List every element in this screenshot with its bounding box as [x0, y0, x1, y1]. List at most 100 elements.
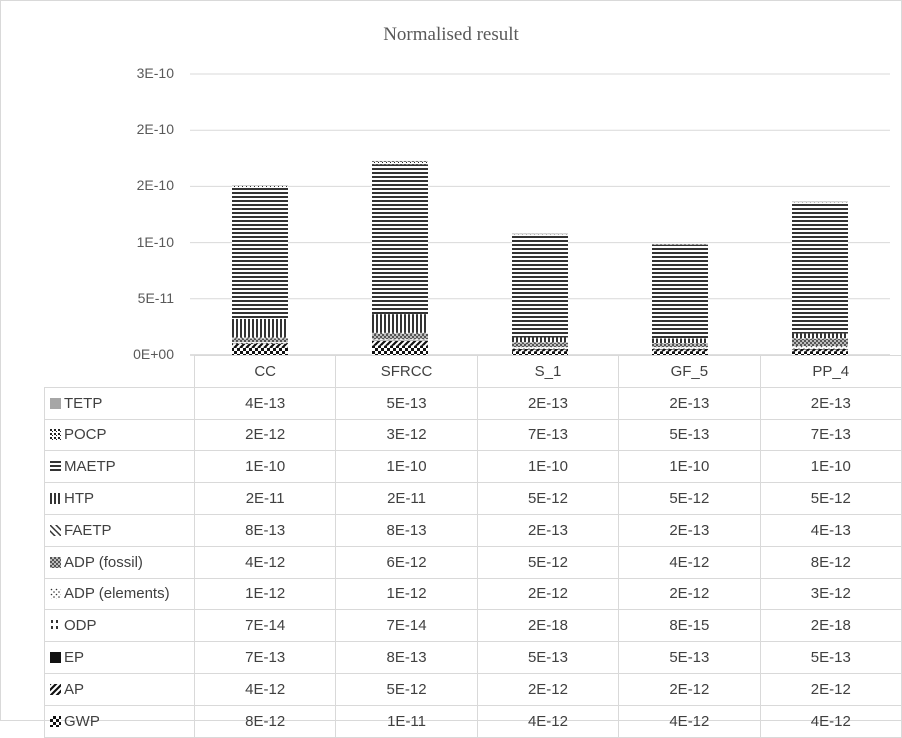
bar-segment-s-1-faetp	[512, 342, 568, 343]
y-tick-label: 3E-10	[136, 65, 174, 81]
light-grey-square-icon	[50, 397, 61, 409]
data-label: 7E-13	[759, 418, 902, 452]
data-label: 4E-12	[618, 545, 761, 579]
table-row: EP 7E-13 8E-13 5E-13 5E-13 5E-13	[44, 641, 902, 674]
bar-segment-pp-4-htp	[792, 333, 848, 339]
data-label: 4E-13	[759, 513, 902, 547]
bar-segment-pp-4-tetp	[792, 201, 848, 203]
legend-label: GWP	[64, 712, 100, 730]
bar-segment-sfrcc-pocp	[372, 161, 428, 165]
bar-segment-gf-5-adp-elements	[652, 347, 708, 349]
data-label: 8E-15	[618, 609, 761, 643]
y-tick-label: 1E-10	[136, 233, 174, 250]
bar-segment-sfrcc-adp-fossil	[372, 333, 428, 340]
black-white-check-icon	[50, 715, 61, 727]
data-label: 8E-13	[335, 513, 478, 547]
bar-segment-s-1-gwp	[512, 351, 568, 355]
data-label: 2E-12	[193, 418, 337, 452]
data-label: 5E-12	[476, 545, 620, 579]
bar-segment-sfrcc-adp-elements	[372, 339, 428, 341]
bar-segment-gf-5-ep	[652, 348, 708, 350]
bar-segment-cc-pocp	[232, 185, 288, 188]
data-label: 4E-12	[618, 704, 761, 738]
data-label: 2E-13	[618, 386, 761, 420]
data-label: 4E-12	[476, 704, 620, 738]
horizontal-lines-icon	[50, 461, 61, 473]
data-table: CC SFRCC S_1 GF_5 PP_4 TETP 4E-13 5E-13 2E-13 2E-…	[44, 355, 902, 738]
data-label: 2E-12	[476, 577, 620, 611]
table-row: POCP 2E-12 3E-12 7E-13 5E-13 7E-13	[44, 418, 902, 452]
bar-segment-s-1-ep	[512, 348, 568, 350]
data-label: 8E-13	[193, 513, 337, 547]
data-label: 5E-12	[476, 482, 620, 515]
data-label: 2E-12	[618, 577, 761, 611]
data-label: 5E-12	[618, 482, 761, 515]
bar-segment-pp-4-adp-elements	[792, 346, 848, 349]
bar-segment-cc-odp	[232, 343, 288, 344]
bar-segment-gf-5-adp-fossil	[652, 343, 708, 348]
data-label: 1E-10	[618, 450, 761, 484]
table-row: ADP (elements) 1E-12 1E-12 2E-12 2E-12 3E-12	[44, 577, 902, 611]
legend-label: EP	[64, 649, 85, 667]
dotted-grid-icon	[50, 429, 61, 441]
table-row: AP 4E-12 5E-12 2E-12 2E-12 2E-12	[44, 672, 902, 706]
bar-segment-pp-4-maetp	[792, 202, 848, 334]
bar-segment-sfrcc-gwp	[372, 345, 428, 355]
bar-segment-gf-5-gwp	[652, 351, 708, 355]
data-label: 4E-12	[193, 545, 337, 579]
data-label: 7E-14	[193, 609, 337, 643]
legend-label: POCP	[64, 426, 107, 444]
category-label: PP_4	[759, 355, 902, 388]
table-corner	[44, 355, 195, 388]
bar-segment-pp-4-adp-fossil	[792, 338, 848, 347]
bar-segment-pp-4-gwp	[792, 351, 848, 355]
y-tick-label: 2E-10	[136, 121, 174, 138]
data-label: 3E-12	[759, 577, 902, 611]
category-label: S_1	[476, 355, 620, 388]
y-tick-label: 5E-11	[137, 289, 174, 306]
legend-label: FAETP	[64, 521, 112, 539]
bar-segment-cc-maetp	[232, 187, 288, 319]
bar-segment-sfrcc-odp	[372, 340, 428, 341]
data-label: 2E-13	[476, 513, 620, 547]
bar-segment-s-1-tetp	[512, 233, 568, 235]
data-label: 5E-13	[618, 418, 761, 452]
table-row: GWP 8E-12 1E-11 4E-12 4E-12 4E-12	[44, 704, 902, 738]
data-label: 2E-18	[476, 609, 620, 643]
dotted-pattern-icon	[50, 588, 61, 600]
data-label: 2E-13	[476, 386, 620, 420]
legend-label: HTP	[64, 490, 94, 508]
data-label: 2E-18	[759, 609, 902, 643]
table-row: MAETP 1E-10 1E-10 1E-10 1E-10 1E-10	[44, 450, 902, 484]
data-label: 2E-12	[476, 672, 620, 706]
data-label: 2E-11	[335, 482, 478, 515]
data-label: 5E-13	[759, 641, 902, 674]
data-label: 2E-12	[618, 672, 761, 706]
category-label: GF_5	[618, 355, 761, 388]
legend-label: ADP (elements)	[64, 585, 170, 603]
bar-segment-gf-5-ap	[652, 349, 708, 352]
table-row: ADP (fossil) 4E-12 6E-12 5E-12 4E-12 8E-12	[44, 545, 902, 579]
bold-diagonal-icon	[50, 683, 61, 695]
bar-segment-s-1-htp	[512, 337, 568, 343]
bar-segment-pp-4-ap	[792, 349, 848, 352]
data-label: 1E-10	[193, 450, 337, 484]
table-row: FAETP 8E-13 8E-13 2E-13 2E-13 4E-13	[44, 513, 902, 547]
data-label: 4E-12	[759, 704, 902, 738]
dashed-vertical-icon	[50, 620, 61, 632]
table-row: HTP 2E-11 2E-11 5E-12 5E-12 5E-12	[44, 482, 902, 515]
bar-segment-sfrcc-maetp	[372, 164, 428, 315]
bar-segment-s-1-maetp	[512, 234, 568, 338]
data-label: 4E-13	[193, 386, 337, 420]
data-label: 3E-12	[335, 418, 478, 452]
bar-segment-pp-4-ep	[792, 348, 848, 350]
bar-segment-sfrcc-ap	[372, 340, 428, 346]
data-label: 4E-12	[193, 672, 337, 706]
solid-black-square-icon	[50, 652, 61, 664]
data-label: 2E-13	[618, 513, 761, 547]
data-label: 1E-12	[193, 577, 337, 611]
bar-segment-cc-faetp	[232, 337, 288, 339]
diagonal-stripes-icon	[50, 524, 61, 536]
data-label: 5E-13	[618, 641, 761, 674]
bar-segment-gf-5-faetp	[652, 343, 708, 344]
